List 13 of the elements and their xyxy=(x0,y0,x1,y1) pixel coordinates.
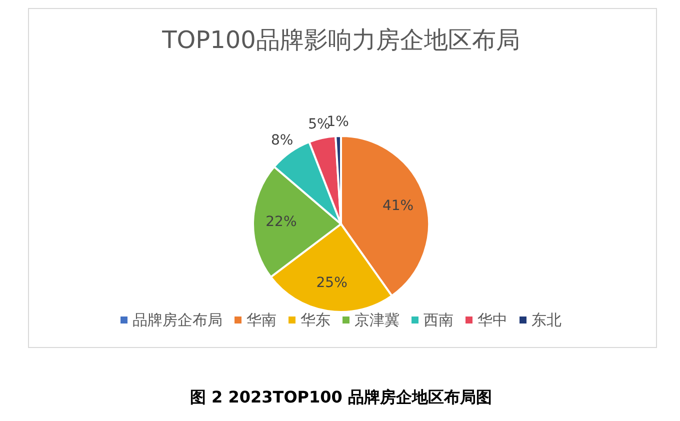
legend-label: 华中 xyxy=(478,311,508,329)
caption: 图 2 2023TOP100 品牌房企地区布局图 xyxy=(190,388,492,406)
data-label: 22% xyxy=(266,214,297,230)
legend-label: 华东 xyxy=(300,311,330,329)
chart-title: TOP100品牌影响力房企地区布局 xyxy=(161,26,520,54)
data-label: 8% xyxy=(270,132,294,149)
data-label: 25% xyxy=(316,275,348,292)
legend-label: 西南 xyxy=(424,311,454,329)
legend-label: 东北 xyxy=(532,311,562,329)
legend-label: 华南 xyxy=(246,311,276,329)
data-label: 41% xyxy=(382,198,414,214)
legend-label: 京津冀 xyxy=(354,311,400,329)
legend-label: 品牌房企布局 xyxy=(132,311,222,329)
